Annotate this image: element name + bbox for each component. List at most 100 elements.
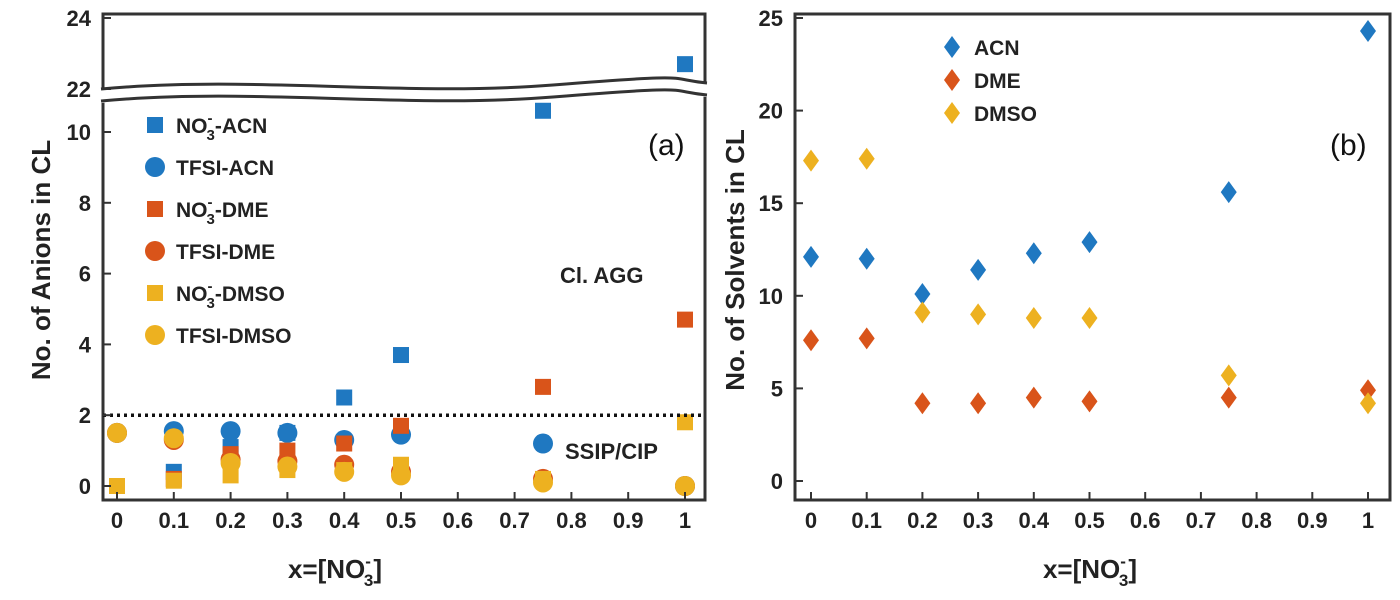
- data-point: [277, 422, 298, 443]
- panel-a-axes: [100, 12, 708, 502]
- legend-label-no3-dme: NO-3-DME: [176, 194, 269, 228]
- y-tick-label: 10: [67, 120, 91, 145]
- y-tick-label: 0: [771, 469, 783, 494]
- data-point: [677, 56, 693, 73]
- data-point: [220, 421, 241, 442]
- data-point: [1081, 307, 1098, 330]
- y-tick-label: 22: [67, 77, 91, 102]
- legend-label-no3-dmso: NO-3-DMSO: [176, 278, 285, 312]
- y-tick-label: 0: [79, 474, 91, 499]
- data-point: [220, 452, 241, 473]
- panel-b-legend: ACN DME DMSO: [944, 36, 1037, 126]
- data-point: [1360, 379, 1376, 402]
- series-dme: [803, 327, 1376, 415]
- legend-marker-no3-dmso: [147, 285, 163, 301]
- panel-b-x-axis-label: x=[NO-3]: [1043, 552, 1137, 590]
- x-tick-label: 0.1: [159, 508, 190, 533]
- x-tick-label: 0: [111, 508, 123, 533]
- panel-a-axes-box: [101, 12, 707, 502]
- x-label-end: ]: [373, 554, 382, 584]
- legend-label-tfsi-acn: TFSI-ACN: [176, 157, 274, 180]
- y-tick-label: 4: [79, 332, 92, 357]
- x-label-main: x=[NO: [1043, 554, 1120, 584]
- data-point: [803, 149, 819, 172]
- legend-label-tfsi-dme: TFSI-DME: [176, 241, 275, 264]
- legend-label-no3-dmso-sub: 3: [207, 295, 215, 312]
- data-point: [393, 347, 409, 364]
- data-point: [914, 282, 931, 305]
- legend-label-no3-dme-rest: -DME: [215, 199, 269, 222]
- x-label-main: x=[NO: [288, 554, 365, 584]
- annotation-ssip-cip: SSIP/CIP: [565, 439, 658, 464]
- legend-label-no3-acn-sub: 3: [207, 127, 215, 144]
- panel-a-y-axis-label: No. of Anions in CL: [26, 140, 56, 380]
- data-point: [277, 456, 298, 477]
- legend-label-tfsi-acn-main: TFSI-ACN: [176, 157, 274, 180]
- legend-marker-tfsi-acn: [145, 157, 165, 177]
- legend-label-no3-dme-main: NO: [176, 199, 208, 222]
- legend-label-dme: DME: [974, 70, 1021, 93]
- data-point: [858, 247, 875, 270]
- legend-label-dmso-main: DMSO: [974, 103, 1037, 126]
- x-tick-label: 0.5: [386, 508, 417, 533]
- data-point: [1081, 231, 1098, 254]
- data-point: [914, 301, 931, 324]
- x-tick-label: 0.4: [329, 508, 360, 533]
- data-point: [334, 461, 355, 482]
- x-tick-label: 0.2: [907, 508, 938, 533]
- data-point: [336, 435, 353, 452]
- panel-b-label: (b): [1330, 129, 1367, 162]
- legend-label-no3-acn: NO-3-ACN: [176, 110, 267, 144]
- data-point: [1081, 390, 1098, 413]
- data-point: [858, 327, 875, 350]
- x-tick-label: 0: [805, 508, 817, 533]
- data-point: [535, 378, 551, 395]
- legend-marker-acn: [944, 36, 960, 58]
- axis-break-line-bottom: [100, 88, 708, 103]
- x-tick-label: 0.7: [1186, 508, 1217, 533]
- data-point: [914, 392, 931, 415]
- legend-marker-no3-acn: [147, 117, 163, 133]
- data-point: [1360, 19, 1376, 42]
- legend-label-tfsi-dmso: TFSI-DMSO: [176, 325, 292, 348]
- y-tick-label: 8: [79, 191, 91, 216]
- data-point: [1220, 386, 1237, 409]
- panel-b-marks: [803, 19, 1376, 415]
- data-point: [107, 422, 127, 443]
- x-tick-label: 0.2: [215, 508, 246, 533]
- legend-marker-tfsi-dme: [145, 241, 165, 261]
- legend-label-no3-dme-sup: -: [208, 194, 213, 211]
- data-point: [535, 102, 551, 119]
- data-point: [1360, 392, 1376, 415]
- x-tick-label: 0.3: [963, 508, 994, 533]
- legend-label-no3-dmso-rest: -DMSO: [215, 283, 285, 306]
- legend-marker-dme: [944, 69, 960, 91]
- data-point: [336, 389, 353, 406]
- x-label-sup: -: [365, 552, 371, 571]
- y-tick-label: 24: [67, 6, 92, 31]
- data-point: [165, 472, 182, 489]
- x-label-sup: -: [1120, 552, 1126, 571]
- x-tick-label: 0.8: [556, 508, 587, 533]
- data-point: [677, 311, 693, 328]
- data-point: [677, 414, 693, 431]
- data-point: [803, 245, 819, 268]
- data-point: [1220, 364, 1237, 387]
- data-point: [533, 433, 553, 454]
- x-label-sub: 3: [1119, 571, 1128, 590]
- data-point: [533, 472, 553, 493]
- panel-b-axes: [793, 12, 1392, 502]
- panel-b: 0 0.1 0.2 0.3 0.4 0.5 0.6 0.7 0.8 0.9 10510152025 …: [720, 6, 1392, 590]
- panel-a-marks: [107, 56, 695, 496]
- axis-break-line-top: [100, 76, 708, 91]
- legend-marker-no3-dme: [147, 201, 163, 217]
- legend-marker-tfsi-dmso: [145, 325, 165, 345]
- panel-a: 0 0.1 0.2 0.3 0.4 0.5 0.6 0.7 0.8 0.9 102468102224…: [26, 6, 708, 590]
- x-tick-label: 0.9: [613, 508, 644, 533]
- legend-label-no3-acn-rest: -ACN: [215, 115, 268, 138]
- data-point: [803, 329, 819, 352]
- legend-label-no3-acn-sup: -: [208, 110, 213, 127]
- data-point: [1220, 181, 1237, 204]
